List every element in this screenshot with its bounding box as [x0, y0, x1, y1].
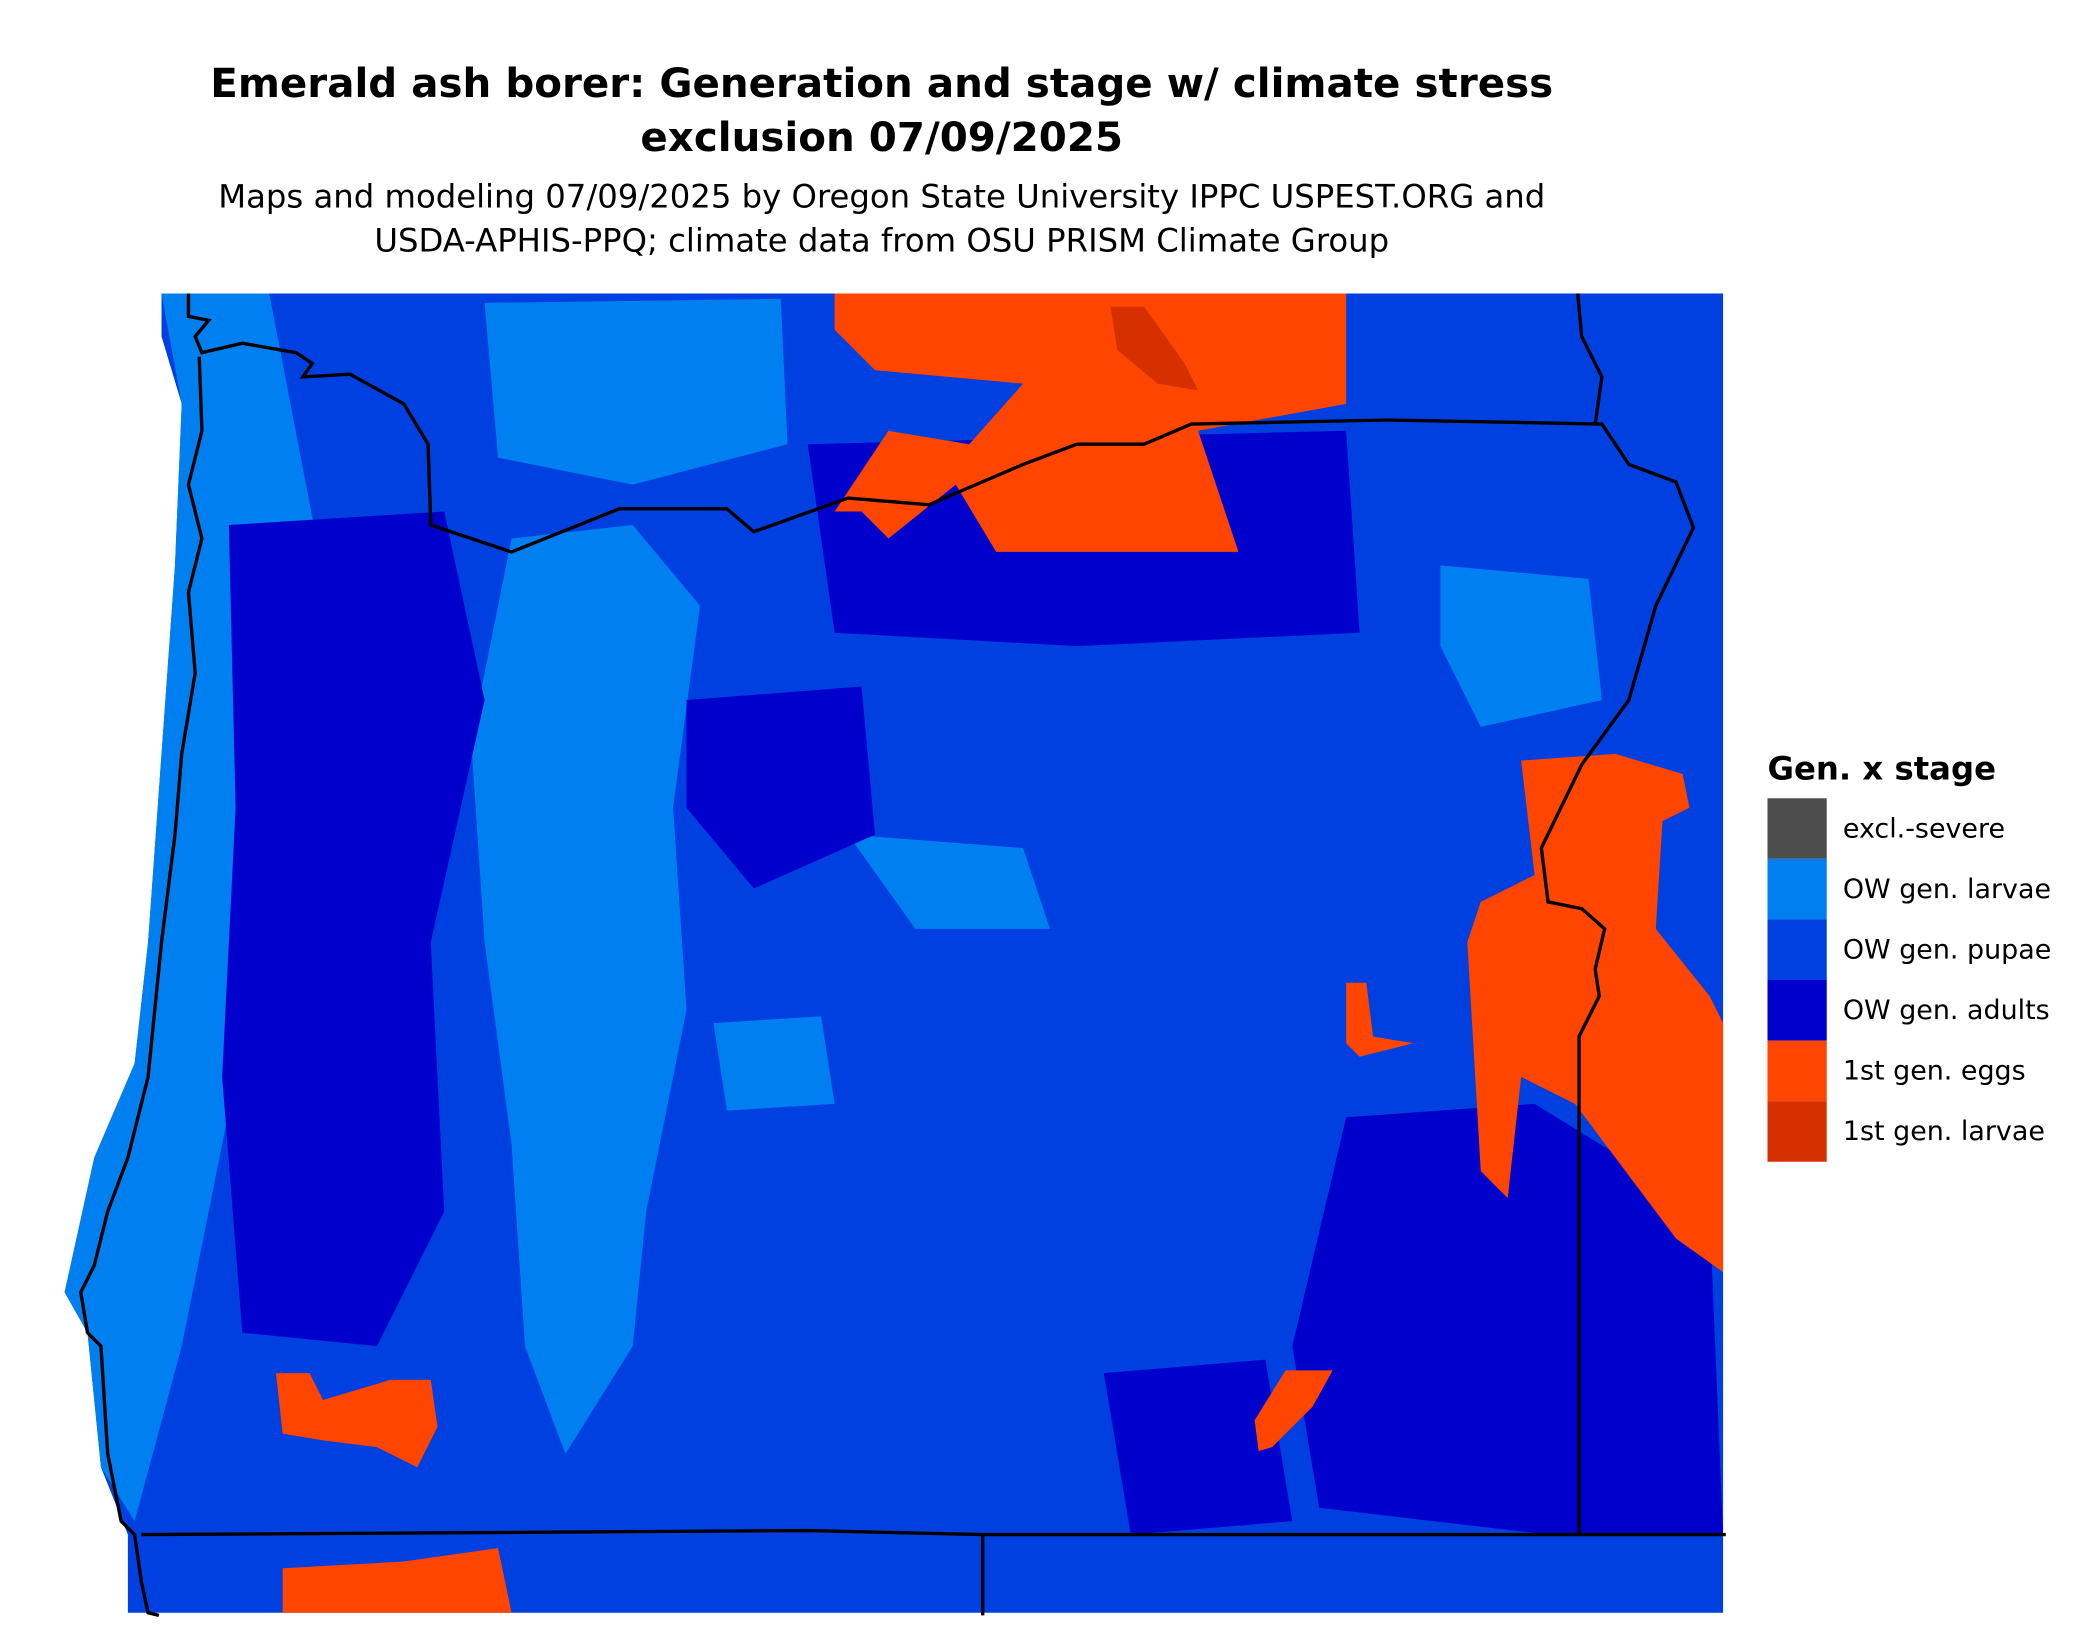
legend-label: OW gen. pupae: [1843, 934, 2051, 965]
legend-label: OW gen. larvae: [1843, 874, 2051, 905]
legend-title: Gen. x stage: [1768, 749, 1996, 787]
zone-larvae: [471, 525, 700, 1454]
legend-swatch: [1767, 1040, 1827, 1102]
border: [1576, 293, 1604, 425]
legend-label: excl.-severe: [1843, 813, 2005, 844]
zone-eggs: [1254, 1370, 1333, 1452]
subtitle-line: USDA-APHIS-PPQ; climate data from OSU PR…: [374, 222, 1389, 260]
zone-adults: [686, 686, 875, 889]
border: [79, 356, 204, 1618]
legend-swatch: [1767, 858, 1827, 920]
title-line: Emerald ash borer: Generation and stage …: [210, 60, 1553, 107]
border: [141, 1528, 1726, 1537]
legend-swatch: [1767, 798, 1827, 859]
borders: [79, 293, 1726, 1618]
border: [186, 293, 1696, 1535]
zone-larvae: [713, 1016, 835, 1111]
map: [64, 293, 1726, 1618]
subtitle-line: Maps and modeling 07/09/2025 by Oregon S…: [218, 177, 1545, 215]
zone-eggs: [275, 1373, 438, 1468]
title-line: exclusion 07/09/2025: [640, 114, 1123, 161]
legend-label: 1st gen. larvae: [1843, 1116, 2045, 1147]
zone-larvae: [484, 298, 788, 485]
zone-adults: [1103, 1359, 1293, 1535]
zone-larvae-1st: [1110, 306, 1199, 391]
zone-adults: [1292, 1103, 1724, 1535]
legend-swatch: [1767, 919, 1827, 980]
legend: Gen. x stage excl.-severe OW gen. larvae O…: [1767, 749, 2051, 1162]
zone-eggs: [1467, 753, 1724, 1273]
zone-eggs: [1346, 982, 1414, 1057]
zone-adults: [222, 511, 485, 1347]
zone-larvae: [1440, 565, 1602, 727]
legend-swatch: [1767, 980, 1827, 1041]
legend-label: 1st gen. eggs: [1843, 1056, 2026, 1087]
legend-label: OW gen. adults: [1843, 995, 2050, 1026]
zone-larvae: [848, 834, 1050, 929]
legend-swatch: [1767, 1101, 1827, 1162]
zone-eggs: [834, 293, 1347, 566]
zone-eggs: [282, 1548, 512, 1613]
